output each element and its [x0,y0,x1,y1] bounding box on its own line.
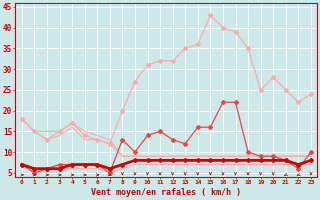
X-axis label: Vent moyen/en rafales ( km/h ): Vent moyen/en rafales ( km/h ) [92,188,241,197]
